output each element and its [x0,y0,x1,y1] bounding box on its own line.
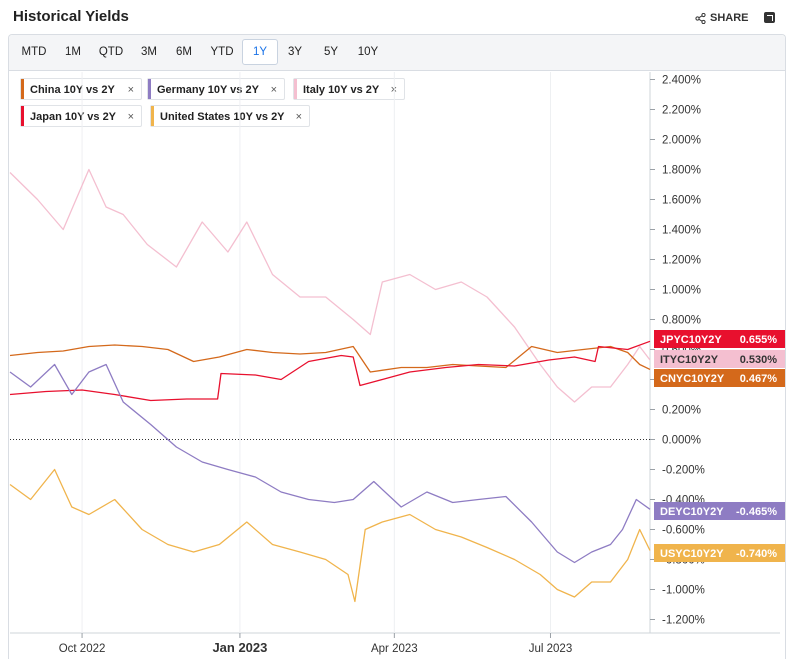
close-icon[interactable]: × [270,84,277,96]
tab-1m[interactable]: 1M [65,46,81,58]
tab-10y[interactable]: 10Y [357,46,379,58]
legend-chip-united-states[interactable]: United States 10Y vs 2Y × [150,105,310,127]
legend-label: Japan 10Y vs 2Y [30,111,117,123]
expand-icon[interactable] [764,12,775,23]
legend-chip-germany[interactable]: Germany 10Y vs 2Y × [147,78,285,100]
close-icon[interactable]: × [127,84,134,96]
legend-chip-japan[interactable]: Japan 10Y vs 2Y × [20,105,142,127]
tab-1y[interactable]: 1Y [242,39,278,65]
legend-swatch [21,79,24,99]
legend-label: Italy 10Y vs 2Y [303,84,380,96]
share-button[interactable]: SHARE [695,12,749,24]
tab-5y[interactable]: 5Y [323,46,339,58]
legend-chip-china[interactable]: China 10Y vs 2Y × [20,78,142,100]
legend-label: Germany 10Y vs 2Y [157,84,259,96]
legend-swatch [148,79,151,99]
tab-6m[interactable]: 6M [176,46,192,58]
legend-label: United States 10Y vs 2Y [160,111,285,123]
close-icon[interactable]: × [390,84,397,96]
tab-3y[interactable]: 3Y [287,46,303,58]
legend-swatch [21,106,24,126]
legend-label: China 10Y vs 2Y [30,84,115,96]
legend-swatch [294,79,297,99]
widget-header: Historical Yields SHARE [0,0,786,34]
tab-mtd[interactable]: MTD [21,46,47,58]
legend-swatch [151,106,154,126]
tab-ytd[interactable]: YTD [210,46,234,58]
page-title: Historical Yields [13,8,129,25]
timeframe-tabs: MTD 1M QTD 3M 6M YTD 1Y 3Y 5Y 10Y [9,35,785,71]
close-icon[interactable]: × [295,111,302,123]
legend-chip-italy[interactable]: Italy 10Y vs 2Y × [293,78,405,100]
close-icon[interactable]: × [127,111,134,123]
tab-qtd[interactable]: QTD [98,46,124,58]
tab-3m[interactable]: 3M [141,46,157,58]
share-icon [695,12,706,24]
chart-panel: MTD 1M QTD 3M 6M YTD 1Y 3Y 5Y 10Y [8,34,786,659]
share-label: SHARE [710,12,749,24]
